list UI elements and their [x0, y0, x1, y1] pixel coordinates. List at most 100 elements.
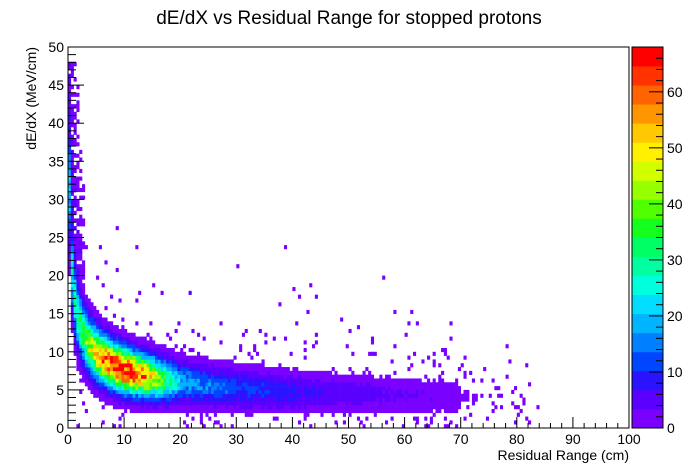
- heatmap-cell: [149, 374, 153, 379]
- colorbar-segment: [632, 47, 663, 67]
- heatmap-cell: [443, 347, 447, 353]
- heatmap-cell: [379, 382, 383, 387]
- heatmap-cell: [79, 359, 83, 364]
- heatmap-cell: [205, 386, 209, 391]
- heatmap-cell: [441, 405, 445, 410]
- heatmap-cell: [415, 416, 419, 421]
- heatmap-cell: [264, 332, 268, 337]
- heatmap-cell: [401, 401, 405, 406]
- heatmap-cell: [132, 340, 136, 345]
- heatmap-cell: [309, 389, 313, 395]
- heatmap-cell: [191, 382, 195, 387]
- heatmap-cell: [342, 401, 346, 406]
- heatmap-cell: [79, 168, 83, 174]
- heatmap-cell: [250, 397, 254, 402]
- heatmap-cell: [469, 412, 473, 417]
- heatmap-cell: [124, 359, 128, 364]
- heatmap-cell: [250, 374, 254, 379]
- heatmap-cell: [295, 321, 299, 326]
- heatmap-cell: [258, 401, 262, 406]
- heatmap-cell: [219, 393, 223, 398]
- heatmap-cell: [225, 367, 229, 372]
- heatmap-cell: [146, 408, 150, 414]
- heatmap-cell: [82, 271, 86, 276]
- heatmap-cell: [96, 382, 100, 387]
- heatmap-cell: [331, 386, 335, 391]
- heatmap-cell: [359, 389, 363, 395]
- heatmap-cell: [76, 283, 80, 288]
- heatmap-cell: [87, 321, 91, 326]
- heatmap-cell: [387, 405, 391, 410]
- heatmap-cell: [368, 351, 372, 356]
- heatmap-cell: [241, 408, 246, 414]
- heatmap-cell: [244, 367, 248, 372]
- heatmap-cell: [300, 389, 304, 395]
- heatmap-cell: [185, 382, 189, 387]
- heatmap-cell: [328, 389, 332, 395]
- heatmap-cell: [340, 408, 344, 414]
- heatmap-cell: [121, 382, 125, 387]
- heatmap-cell: [536, 405, 540, 410]
- heatmap-cell: [275, 397, 279, 402]
- colorbar-tick-label: 10: [667, 364, 683, 380]
- heatmap-cell: [118, 367, 122, 372]
- heatmap-cell: [410, 401, 414, 406]
- heatmap-cell: [154, 408, 159, 414]
- heatmap-cell: [194, 363, 198, 368]
- heatmap-cell: [314, 370, 318, 375]
- heatmap-cell: [317, 389, 321, 395]
- y-tick-label: 50: [48, 39, 64, 55]
- heatmap-cell: [93, 370, 97, 375]
- heatmap-cell: [216, 363, 220, 368]
- heatmap-cell: [303, 370, 307, 375]
- heatmap-cell: [286, 389, 290, 395]
- heatmap-cell: [328, 382, 332, 387]
- heatmap-cell: [124, 374, 128, 379]
- heatmap-cell: [104, 306, 108, 311]
- heatmap-cell: [331, 405, 335, 410]
- heatmap-cell: [180, 367, 184, 372]
- heatmap-cell: [76, 248, 80, 254]
- heatmap-cell: [342, 408, 346, 414]
- heatmap-cell: [82, 321, 86, 326]
- heatmap-cell: [171, 389, 175, 395]
- heatmap-cell: [283, 389, 288, 395]
- heatmap-cell: [132, 374, 136, 379]
- heatmap-cell: [384, 382, 389, 387]
- heatmap-cell: [68, 111, 72, 116]
- heatmap-cell: [342, 374, 346, 379]
- heatmap-cell: [314, 294, 318, 299]
- heatmap-cell: [76, 218, 80, 223]
- heatmap-cell: [87, 306, 91, 311]
- heatmap-cell: [197, 378, 201, 383]
- heatmap-cell: [340, 393, 344, 398]
- heatmap-cell: [390, 405, 394, 410]
- heatmap-cell: [146, 344, 150, 349]
- heatmap-cell: [219, 367, 223, 372]
- heatmap-cell: [70, 248, 74, 254]
- heatmap-cell: [183, 386, 187, 391]
- heatmap-cell: [168, 393, 173, 398]
- heatmap-cell: [303, 386, 307, 391]
- heatmap-cell: [82, 290, 86, 295]
- heatmap-cell: [143, 393, 147, 398]
- heatmap-cell: [387, 382, 391, 387]
- heatmap-cell: [124, 401, 128, 406]
- heatmap-cell: [298, 420, 302, 425]
- heatmap-cell: [70, 115, 74, 120]
- heatmap-cell: [340, 389, 344, 395]
- heatmap-cell: [404, 408, 408, 414]
- heatmap-cell: [275, 393, 279, 398]
- heatmap-cell: [68, 149, 72, 154]
- heatmap-cell: [143, 382, 147, 387]
- heatmap-cell: [79, 298, 83, 303]
- heatmap-cell: [455, 397, 459, 402]
- colorbar-tick-label: 20: [667, 308, 683, 324]
- heatmap-cell: [163, 363, 167, 368]
- heatmap-cell: [261, 374, 265, 379]
- heatmap-cell: [121, 378, 125, 383]
- heatmap-cell: [303, 401, 307, 406]
- heatmap-cell: [244, 405, 248, 410]
- heatmap-cell: [247, 408, 251, 414]
- heatmap-cell: [188, 355, 192, 360]
